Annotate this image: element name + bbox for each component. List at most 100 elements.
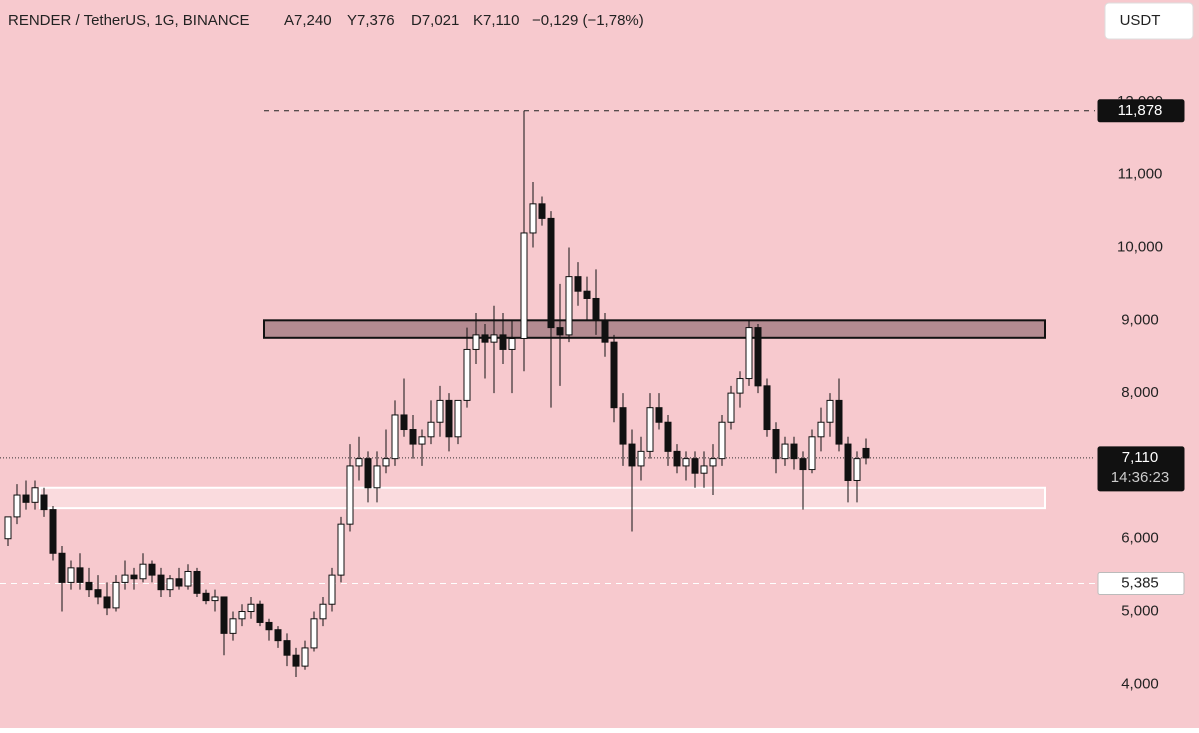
candle-body	[85, 581, 93, 591]
candle-body	[319, 603, 327, 620]
candle-body	[202, 592, 210, 602]
candle-body	[862, 447, 870, 459]
candle-body	[499, 334, 507, 350]
candle-body	[283, 640, 291, 656]
candle-body	[130, 574, 138, 580]
open: A7,240	[284, 12, 332, 29]
candle-body	[310, 618, 318, 649]
candle-body	[58, 552, 66, 583]
y-tick-label: 10,000	[1117, 238, 1163, 255]
candle-body	[538, 203, 546, 219]
candle-body	[754, 327, 762, 387]
candle-body	[76, 567, 84, 583]
y-tick-label: 6,000	[1121, 530, 1159, 547]
candle-body	[31, 487, 39, 503]
candle-body	[745, 327, 753, 380]
candle-body	[646, 407, 654, 452]
candle-body	[400, 414, 408, 431]
candle-body	[481, 334, 489, 343]
candle-body	[211, 596, 219, 602]
candle-body	[700, 465, 708, 474]
high: Y7,376	[347, 12, 395, 29]
candle-body	[256, 603, 264, 623]
candle-body	[13, 494, 21, 518]
candle-body	[166, 578, 174, 591]
candle-body	[472, 334, 480, 350]
candle-body	[826, 399, 834, 423]
candle-body	[673, 450, 681, 467]
candle-body	[148, 563, 156, 576]
candle-body	[772, 429, 780, 460]
zone	[39, 486, 1046, 510]
candle-body	[808, 436, 816, 471]
candle-body	[4, 516, 12, 540]
candle-body	[238, 611, 246, 620]
candle-body	[601, 319, 609, 343]
candle-body	[175, 578, 183, 587]
candle-body	[193, 570, 201, 594]
candle-body	[736, 378, 744, 394]
candle-body	[682, 458, 690, 467]
candle-body	[355, 458, 363, 467]
y-tick-label: 5,000	[1121, 602, 1159, 619]
candle-body	[817, 421, 825, 438]
candle-body	[409, 429, 417, 445]
y-tick-label: 11,000	[1118, 166, 1163, 183]
candle-body	[520, 232, 528, 340]
candle-body	[328, 574, 336, 605]
zone	[263, 319, 1046, 339]
candle-body	[490, 334, 498, 343]
candle-body	[364, 458, 372, 489]
header: RENDER / TetherUS, 1G, BINANCE A7,240 Y7…	[8, 12, 644, 29]
candle-body	[265, 621, 273, 631]
candle-body	[508, 338, 516, 350]
change: −0,129 (−1,78%)	[532, 12, 644, 29]
candle-body	[274, 629, 282, 642]
candle-body	[94, 589, 102, 598]
candle-body	[835, 399, 843, 445]
candle-body	[565, 276, 573, 336]
candle-body	[529, 203, 537, 234]
candle-body	[373, 465, 381, 489]
candle-body	[427, 421, 435, 438]
candle-body	[184, 570, 192, 587]
candle-body	[382, 458, 390, 467]
close: K7,110	[473, 12, 519, 29]
candle-body	[157, 574, 165, 591]
price-label-box	[1097, 571, 1185, 595]
candle-body	[763, 385, 771, 431]
y-tick-label: 4,000	[1121, 675, 1159, 692]
candle-body	[610, 341, 618, 409]
candle-body	[391, 414, 399, 460]
candle-body	[727, 392, 735, 423]
low: D7,021	[411, 12, 459, 29]
candle-body	[346, 465, 354, 525]
candle-body	[547, 217, 555, 329]
candle-body	[229, 618, 237, 634]
candle-body	[436, 399, 444, 423]
candle-body	[40, 494, 48, 511]
currency-label[interactable]: USDT	[1120, 12, 1161, 29]
candle-body	[220, 596, 228, 634]
candle-body	[655, 407, 663, 423]
candle-body	[418, 436, 426, 445]
symbol: RENDER / TetherUS, 1G, BINANCE	[8, 12, 249, 29]
price-label: 11,878	[1118, 102, 1163, 119]
candle-body	[337, 523, 345, 576]
currency-button[interactable]	[1104, 2, 1194, 40]
y-tick-label: 9,000	[1121, 311, 1159, 328]
candle-body	[691, 458, 699, 474]
price-label: 5,385	[1121, 574, 1159, 591]
candle-body	[445, 399, 453, 438]
candle-body	[22, 494, 30, 503]
candle-body	[574, 276, 582, 292]
candle-body	[583, 290, 591, 299]
candle-body	[556, 327, 564, 336]
candle-body	[139, 563, 147, 580]
candle-body	[103, 596, 111, 609]
candle-body	[463, 348, 471, 401]
candle-body	[790, 443, 798, 460]
candle-body	[799, 458, 807, 471]
candle-body	[718, 421, 726, 460]
candle-body	[49, 509, 57, 554]
